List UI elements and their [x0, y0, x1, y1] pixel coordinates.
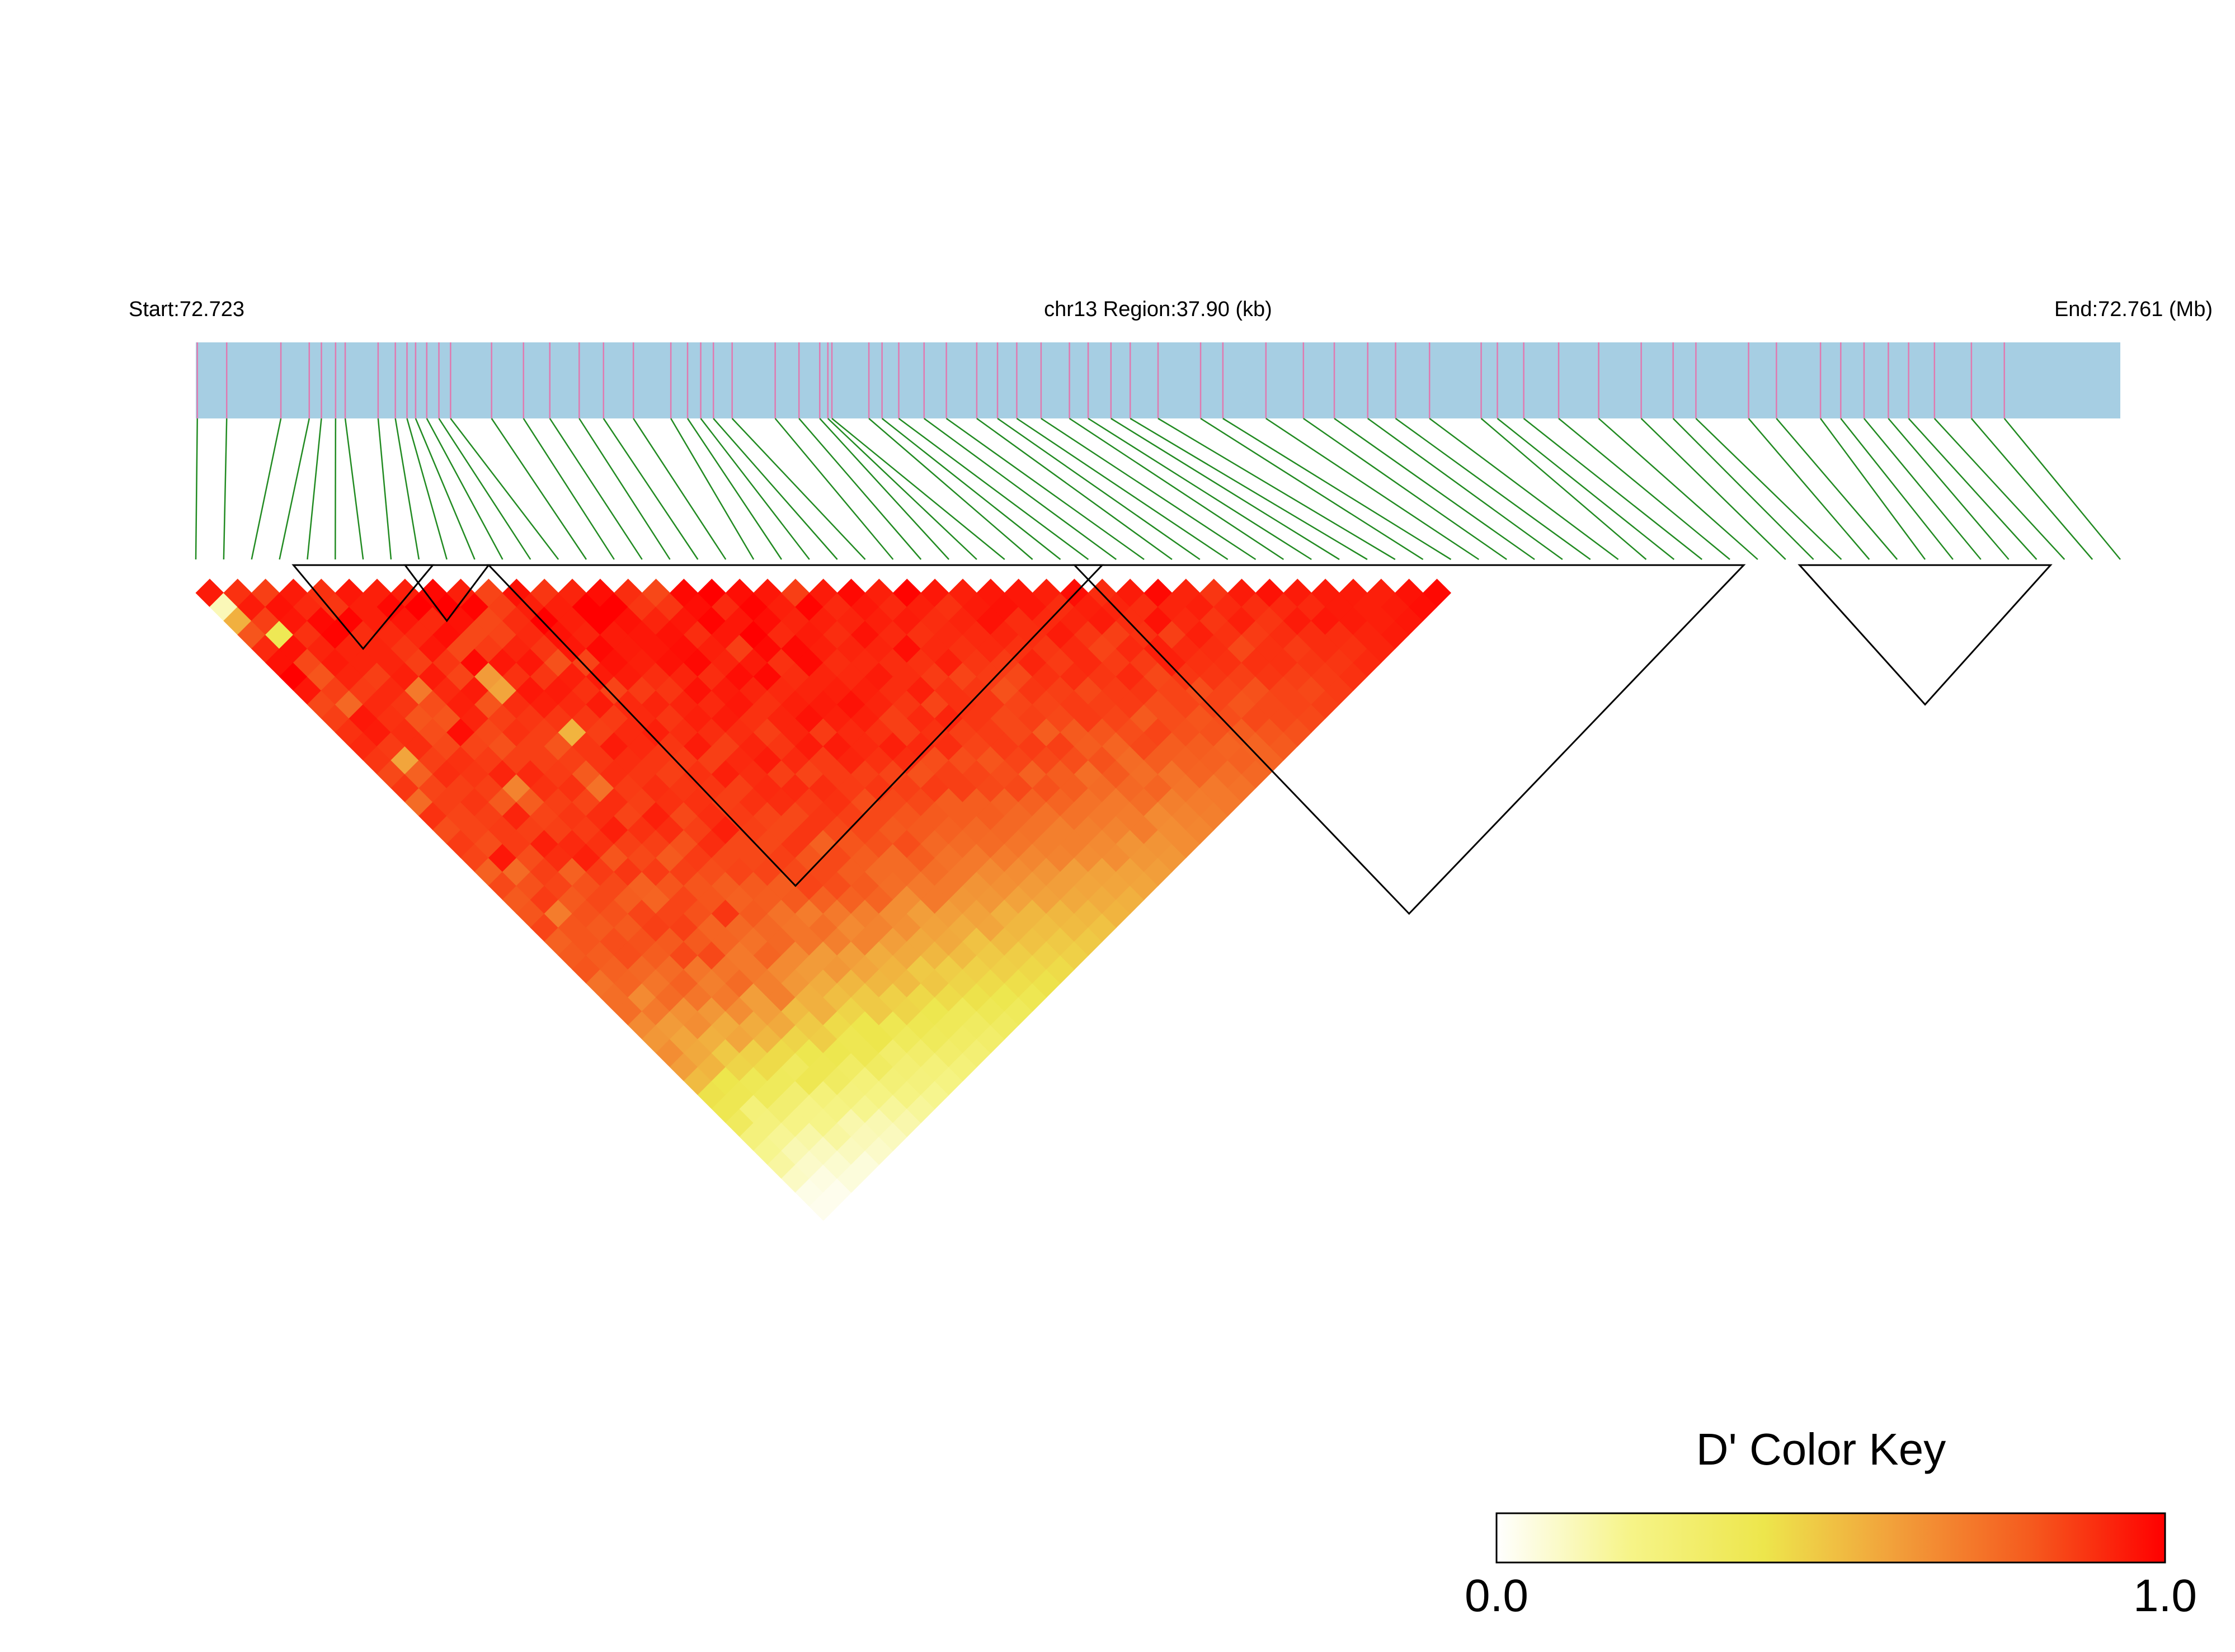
snp-connector — [223, 418, 228, 560]
snp-connector — [1395, 417, 1591, 561]
snp-connector — [700, 418, 810, 560]
snp-ticks — [196, 342, 2005, 418]
snp-connector — [1429, 417, 1619, 561]
snp-connector — [1523, 418, 1702, 560]
ld-cell — [1423, 578, 1452, 608]
region-title: chr13 Region:37.90 (kb) — [1044, 298, 1272, 321]
ld-block-outline — [1798, 564, 2053, 706]
snp-connector — [1016, 417, 1229, 561]
snp-connector — [1111, 417, 1340, 561]
snp-connector — [997, 417, 1201, 561]
ld-block-outline — [291, 564, 435, 650]
snp-connector — [1497, 418, 1675, 560]
snp-connector — [523, 418, 615, 560]
snp-connector — [976, 417, 1173, 561]
snp-connector — [1303, 417, 1507, 561]
ld-block-outline — [403, 564, 491, 623]
snp-connector — [827, 418, 977, 560]
snp-connector — [1640, 418, 1786, 560]
snp-connector — [1695, 418, 1842, 560]
snp-connector — [491, 418, 587, 560]
snp-connector — [195, 418, 198, 560]
snp-connector — [1265, 417, 1480, 561]
snp-connector — [713, 418, 838, 560]
snp-connector — [251, 418, 282, 560]
snp-connector — [670, 418, 755, 560]
snp-connector — [1334, 417, 1535, 561]
snp-connector — [774, 418, 894, 560]
snp-connector — [1558, 418, 1730, 560]
snp-connector — [819, 418, 950, 560]
snp-connector — [415, 418, 476, 560]
snp-connector — [2003, 418, 2121, 560]
snp-connector — [1748, 418, 1870, 560]
snp-connector — [731, 418, 866, 560]
region-start-label: Start:72.723 — [129, 298, 244, 321]
ld-block-outline — [1072, 564, 1746, 915]
snp-connector — [279, 418, 310, 560]
snp-connectors — [195, 417, 2121, 561]
snp-connector — [344, 418, 364, 560]
color-key-title: D' Color Key — [1696, 1424, 1946, 1474]
snp-connector — [578, 418, 671, 560]
snp-connector — [1069, 417, 1284, 561]
snp-connector — [1672, 418, 1814, 560]
snp-connector — [1863, 418, 1982, 560]
snp-connector — [1776, 418, 1898, 560]
snp-connector — [633, 418, 727, 560]
snp-connector — [1367, 417, 1563, 561]
snp-connector — [1970, 418, 2093, 560]
snp-connector — [1088, 417, 1312, 561]
color-key-max-label: 1.0 — [2133, 1570, 2197, 1621]
snp-connector — [1041, 417, 1257, 561]
snp-connector — [798, 418, 922, 560]
snp-connector — [1888, 418, 2010, 560]
snp-connector — [1840, 418, 1954, 560]
snp-connector — [394, 418, 420, 560]
snp-connector — [335, 418, 337, 560]
snp-connector — [898, 417, 1089, 561]
snp-connector — [307, 418, 322, 560]
snp-connector — [686, 418, 782, 560]
snp-connector — [603, 418, 699, 560]
snp-connector — [945, 417, 1145, 561]
snp-connector — [1908, 418, 2038, 560]
snp-connector — [438, 418, 531, 560]
color-key-min-label: 0.0 — [1465, 1570, 1528, 1621]
snp-connector — [1200, 417, 1424, 561]
snp-connector — [1158, 417, 1396, 561]
snp-connector — [1598, 418, 1758, 560]
snp-connector — [924, 417, 1117, 561]
snp-connector — [1933, 418, 2065, 560]
ld-cells — [195, 578, 1452, 1221]
ld-block-outline — [486, 564, 1104, 887]
snp-connector — [549, 418, 643, 560]
snp-connector — [377, 418, 392, 560]
snp-connector — [406, 418, 448, 560]
snp-connector — [450, 418, 559, 560]
snp-connector — [1480, 418, 1647, 560]
snp-connector — [831, 418, 1005, 560]
snp-connector — [1820, 418, 1926, 560]
snp-connector — [1130, 417, 1368, 561]
snp-connector — [1222, 417, 1452, 561]
color-key-bar — [1495, 1512, 2166, 1564]
snp-connector — [881, 418, 1061, 560]
region-end-label: End:72.761 (Mb) — [2054, 298, 2213, 321]
snp-connector — [426, 418, 504, 560]
ld-block-outlines — [291, 564, 2053, 915]
snp-connector — [868, 418, 1033, 560]
